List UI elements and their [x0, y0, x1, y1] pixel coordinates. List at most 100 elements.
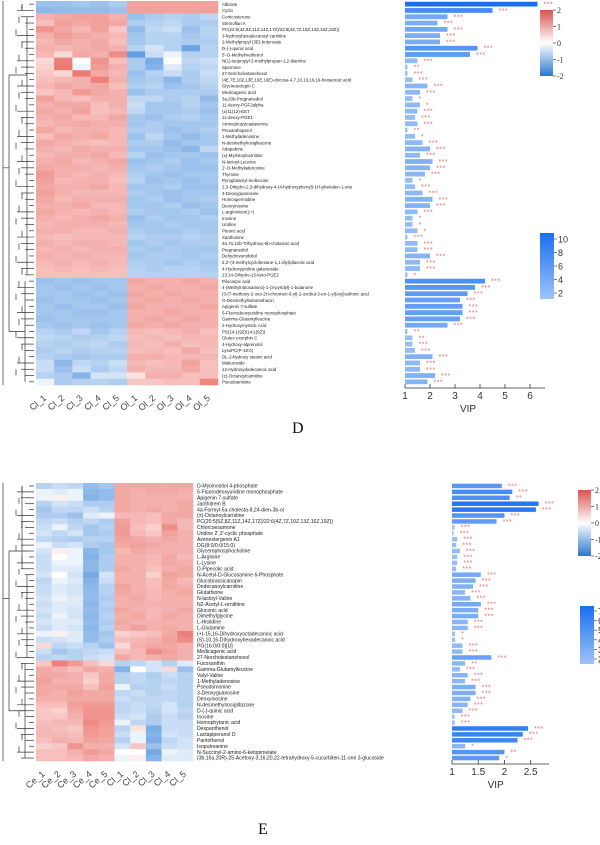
- heatmap-cell: [199, 215, 219, 222]
- row-label: Apigenin 7-sulfate: [222, 304, 258, 309]
- heatmap-cell: [108, 158, 128, 165]
- heatmap-cell: [36, 70, 55, 77]
- heatmap-cell: [145, 277, 164, 285]
- heatmap-cell: [36, 114, 55, 121]
- heatmap-cell: [54, 76, 73, 84]
- heatmap-cell: [54, 252, 73, 260]
- vip-tick-label: 2: [502, 767, 508, 778]
- heatmap-cell: [72, 89, 91, 96]
- heatmap-cell: [130, 524, 147, 531]
- heatmap-cell: [177, 500, 194, 507]
- heatmap-cell: [36, 215, 55, 222]
- heatmap-cell: [163, 315, 182, 323]
- heatmap-cell: [161, 678, 178, 685]
- heatmap-cell: [127, 309, 146, 317]
- heatmap-cell: [36, 719, 52, 726]
- heatmap-cell: [181, 108, 201, 115]
- heatmap-cell: [163, 265, 182, 272]
- heatmap-cell: [90, 63, 110, 71]
- vip-bar: [452, 684, 476, 690]
- heatmap-cell: [145, 19, 164, 27]
- heatmap-cell: [36, 26, 55, 33]
- heatmap-cell: [98, 607, 115, 614]
- heatmap-cell: [130, 701, 147, 709]
- row-label: Deoxyinosine: [197, 697, 228, 703]
- row-label: (±)11(12)-EET: [222, 109, 250, 114]
- heatmap-cell: [36, 654, 52, 661]
- heatmap-cell: [114, 595, 131, 602]
- heatmap-cell: [127, 32, 146, 40]
- colorbar-tick-label: 6: [598, 616, 600, 626]
- heatmap-cell: [36, 296, 55, 304]
- heatmap-cell: [114, 518, 131, 525]
- heatmap-cell: [51, 542, 68, 549]
- heatmap-cell: [114, 666, 131, 673]
- row-label: Glycerophosphocholine: [197, 549, 250, 555]
- heatmap-cell: [177, 553, 194, 561]
- heatmap-cell: [51, 565, 68, 573]
- heatmap-cell: [72, 215, 91, 222]
- heatmap-cell: [90, 353, 110, 361]
- vip-bar: [405, 178, 413, 183]
- heatmap-cell: [177, 743, 194, 750]
- row-label: LysoPC(P-18:0): [222, 348, 254, 353]
- vip-bar: [452, 726, 529, 731]
- heatmap-cell: [36, 601, 52, 608]
- heatmap-cell: [90, 183, 110, 191]
- heatmap-cell: [161, 559, 178, 567]
- significance-label: ***: [484, 46, 494, 53]
- significance-label: **: [414, 128, 420, 135]
- row-label: Inosine: [197, 714, 214, 720]
- heatmap-cell: [145, 170, 164, 178]
- heatmap-cell: [127, 366, 146, 373]
- heatmap-cell: [51, 624, 68, 632]
- heatmap-cell: [83, 678, 100, 685]
- heatmap-cell: [114, 701, 131, 709]
- heatmap-cell: [130, 488, 147, 496]
- significance-label: ***: [474, 702, 484, 709]
- heatmap-cell: [145, 512, 162, 519]
- heatmap-cell: [145, 548, 162, 555]
- heatmap-cell: [90, 120, 110, 128]
- heatmap-cell: [145, 82, 164, 90]
- heatmap-cell: [90, 340, 110, 348]
- heatmap-cell: [90, 208, 110, 216]
- heatmap-cell: [114, 707, 131, 714]
- vip-bar: [405, 278, 485, 284]
- heatmap-cell: [163, 19, 182, 27]
- vip-bar: [405, 96, 413, 101]
- significance-label: ***: [468, 649, 478, 656]
- heatmap-cell: [127, 7, 146, 14]
- significance-label: ***: [436, 253, 446, 260]
- significance-label: ***: [471, 679, 481, 686]
- heatmap-cell: [130, 530, 147, 537]
- heatmap-cell: [114, 678, 131, 685]
- heatmap-cell: [98, 488, 115, 496]
- heatmap-cell: [51, 524, 68, 531]
- heatmap-cell: [36, 378, 55, 386]
- heatmap-cell: [145, 518, 162, 525]
- heatmap-cell: [98, 518, 115, 525]
- heatmap-cell: [90, 322, 110, 329]
- heatmap-cell: [54, 19, 73, 27]
- vip-bar: [452, 548, 460, 554]
- heatmap-cell: [72, 202, 91, 210]
- heatmap-cell: [127, 139, 146, 147]
- row-label: Pilocarpic acid: [222, 279, 251, 284]
- heatmap-cell: [181, 322, 201, 329]
- heatmap-cell: [83, 684, 100, 691]
- heatmap-cell: [36, 500, 52, 507]
- heatmap-cell: [108, 120, 128, 128]
- zscore-gradient: [540, 10, 553, 76]
- heatmap-cell: [114, 607, 131, 614]
- heatmap-cell: [72, 240, 91, 247]
- heatmap-cell: [51, 488, 68, 496]
- heatmap-cell: [83, 500, 100, 507]
- row-label: (+)-15,16-Dihydroxyoctadecanoic acid: [197, 631, 283, 637]
- row-label: 5-Fluorodeoxyuridine monophosphate: [222, 310, 297, 315]
- heatmap-cell: [51, 619, 68, 626]
- heatmap-cell: [130, 553, 147, 561]
- heatmap-cell: [90, 233, 110, 241]
- heatmap-cell: [163, 189, 182, 197]
- heatmap-cell: [36, 488, 52, 496]
